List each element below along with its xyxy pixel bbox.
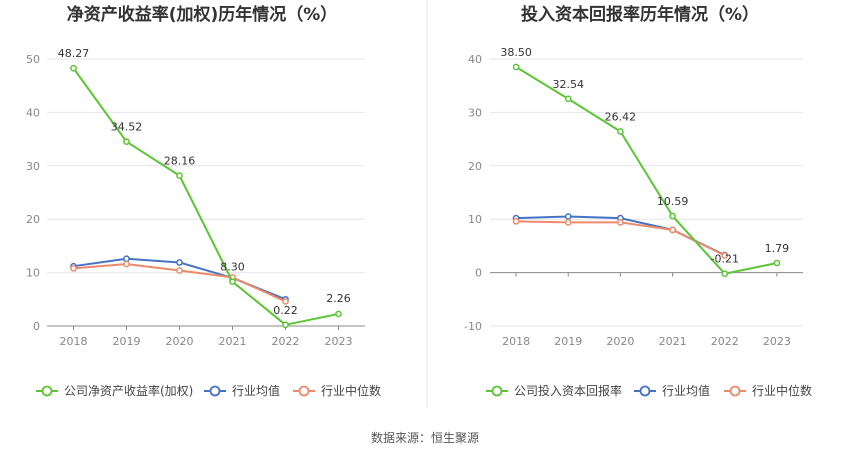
x-tick-label: 2020: [606, 335, 634, 348]
median-data-point: [123, 260, 130, 268]
median-data-point: [669, 226, 676, 234]
x-tick-label: 2020: [166, 335, 194, 348]
chart-title: 净资产收益率(加权)历年情况（%）: [67, 4, 338, 25]
data-label: 38.50: [500, 46, 532, 59]
data-source-note: 数据来源：恒生聚源: [371, 430, 479, 445]
median-data-point: [564, 219, 572, 226]
x-tick-label: 2022: [711, 335, 739, 348]
legend-item-company[interactable]: 公司净资产收益率(加权): [36, 383, 193, 398]
company-data-point: [229, 278, 236, 286]
company-series-line: [515, 66, 778, 275]
y-tick-label: 0: [33, 320, 40, 333]
average-data-point: [176, 259, 183, 266]
y-tick-label: 40: [468, 53, 482, 66]
legend-item-median[interactable]: 行业中位数: [293, 383, 381, 398]
company-series-line: [72, 67, 339, 326]
median-data-point: [721, 252, 729, 259]
company-data-point: [70, 64, 77, 72]
y-tick-label: -10: [464, 320, 482, 333]
data-label: 28.16: [164, 155, 196, 168]
average-data-point: [564, 213, 572, 220]
legend-label: 公司投入资本回报率: [514, 383, 622, 398]
y-tick-label: 10: [26, 267, 40, 280]
company-data-point: [335, 310, 342, 318]
x-tick-label: 2018: [502, 335, 530, 348]
company-data-point: [512, 63, 520, 71]
data-label: -0.21: [711, 253, 739, 266]
x-tick-label: 2023: [325, 335, 353, 348]
legend-marker: [41, 385, 53, 397]
legend-item-average[interactable]: 行业均值: [204, 383, 280, 398]
legend-label: 公司净资产收益率(加权): [64, 383, 193, 398]
legend-item-average[interactable]: 行业均值: [634, 383, 710, 398]
y-tick-label: 0: [475, 267, 482, 280]
data-label: 0.22: [273, 304, 298, 317]
data-label: 32.54: [553, 78, 585, 91]
y-tick-label: 20: [468, 160, 482, 173]
legend-item-company[interactable]: 公司投入资本回报率: [486, 383, 622, 398]
x-tick-label: 2021: [219, 335, 247, 348]
y-tick-label: 30: [468, 106, 482, 119]
median-data-point: [617, 219, 624, 226]
median-data-point: [282, 298, 289, 305]
legend-label: 行业均值: [662, 383, 710, 398]
legend-marker: [209, 385, 221, 397]
y-tick-label: 30: [26, 160, 40, 173]
company-data-point: [282, 321, 289, 329]
x-tick-label: 2022: [272, 335, 300, 348]
legend-label: 行业均值: [232, 383, 280, 398]
median-data-point: [512, 217, 520, 225]
data-label: 8.30: [220, 261, 245, 274]
company-data-point: [721, 270, 729, 278]
median-data-point: [176, 267, 183, 274]
company-data-point: [773, 259, 781, 267]
x-tick-label: 2019: [554, 335, 582, 348]
roe-chart-panel: 净资产收益率(加权)历年情况（%） 0 10 20 30 40 50 2018 2019 2020…: [26, 4, 381, 398]
data-label: 48.27: [58, 47, 90, 60]
chart-title: 投入资本回报率历年情况（%）: [521, 4, 759, 25]
company-data-point: [123, 138, 130, 146]
x-tick-label: 2021: [659, 335, 687, 348]
average-data-point: [123, 255, 130, 263]
data-label: 10.59: [657, 195, 689, 208]
y-tick-label: 50: [26, 53, 40, 66]
legend-item-median[interactable]: 行业中位数: [724, 383, 812, 398]
legend-marker: [729, 385, 741, 397]
x-tick-label: 2023: [763, 335, 791, 348]
company-data-point: [669, 212, 676, 220]
x-tick-label: 2019: [113, 335, 141, 348]
legend-label: 行业中位数: [321, 383, 381, 398]
legend-marker: [491, 385, 503, 397]
company-data-point: [617, 128, 624, 135]
y-tick-label: 20: [26, 213, 40, 226]
data-label: 26.42: [605, 111, 637, 124]
legend-label: 行业中位数: [752, 383, 812, 398]
data-label: 1.79: [765, 242, 790, 255]
y-tick-label: 10: [468, 213, 482, 226]
legend-marker: [639, 385, 651, 397]
legend-marker: [298, 385, 310, 397]
x-tick-label: 2018: [60, 335, 88, 348]
y-tick-label: 40: [26, 106, 40, 119]
data-label: 2.26: [326, 292, 351, 305]
company-data-point: [176, 172, 183, 179]
company-data-point: [564, 95, 572, 103]
roic-chart-panel: 投入资本回报率历年情况（%） -10 0 10 20 30 40 2018 2019 2020 20…: [464, 4, 812, 398]
median-data-point: [70, 264, 77, 272]
data-label: 34.52: [111, 121, 143, 134]
